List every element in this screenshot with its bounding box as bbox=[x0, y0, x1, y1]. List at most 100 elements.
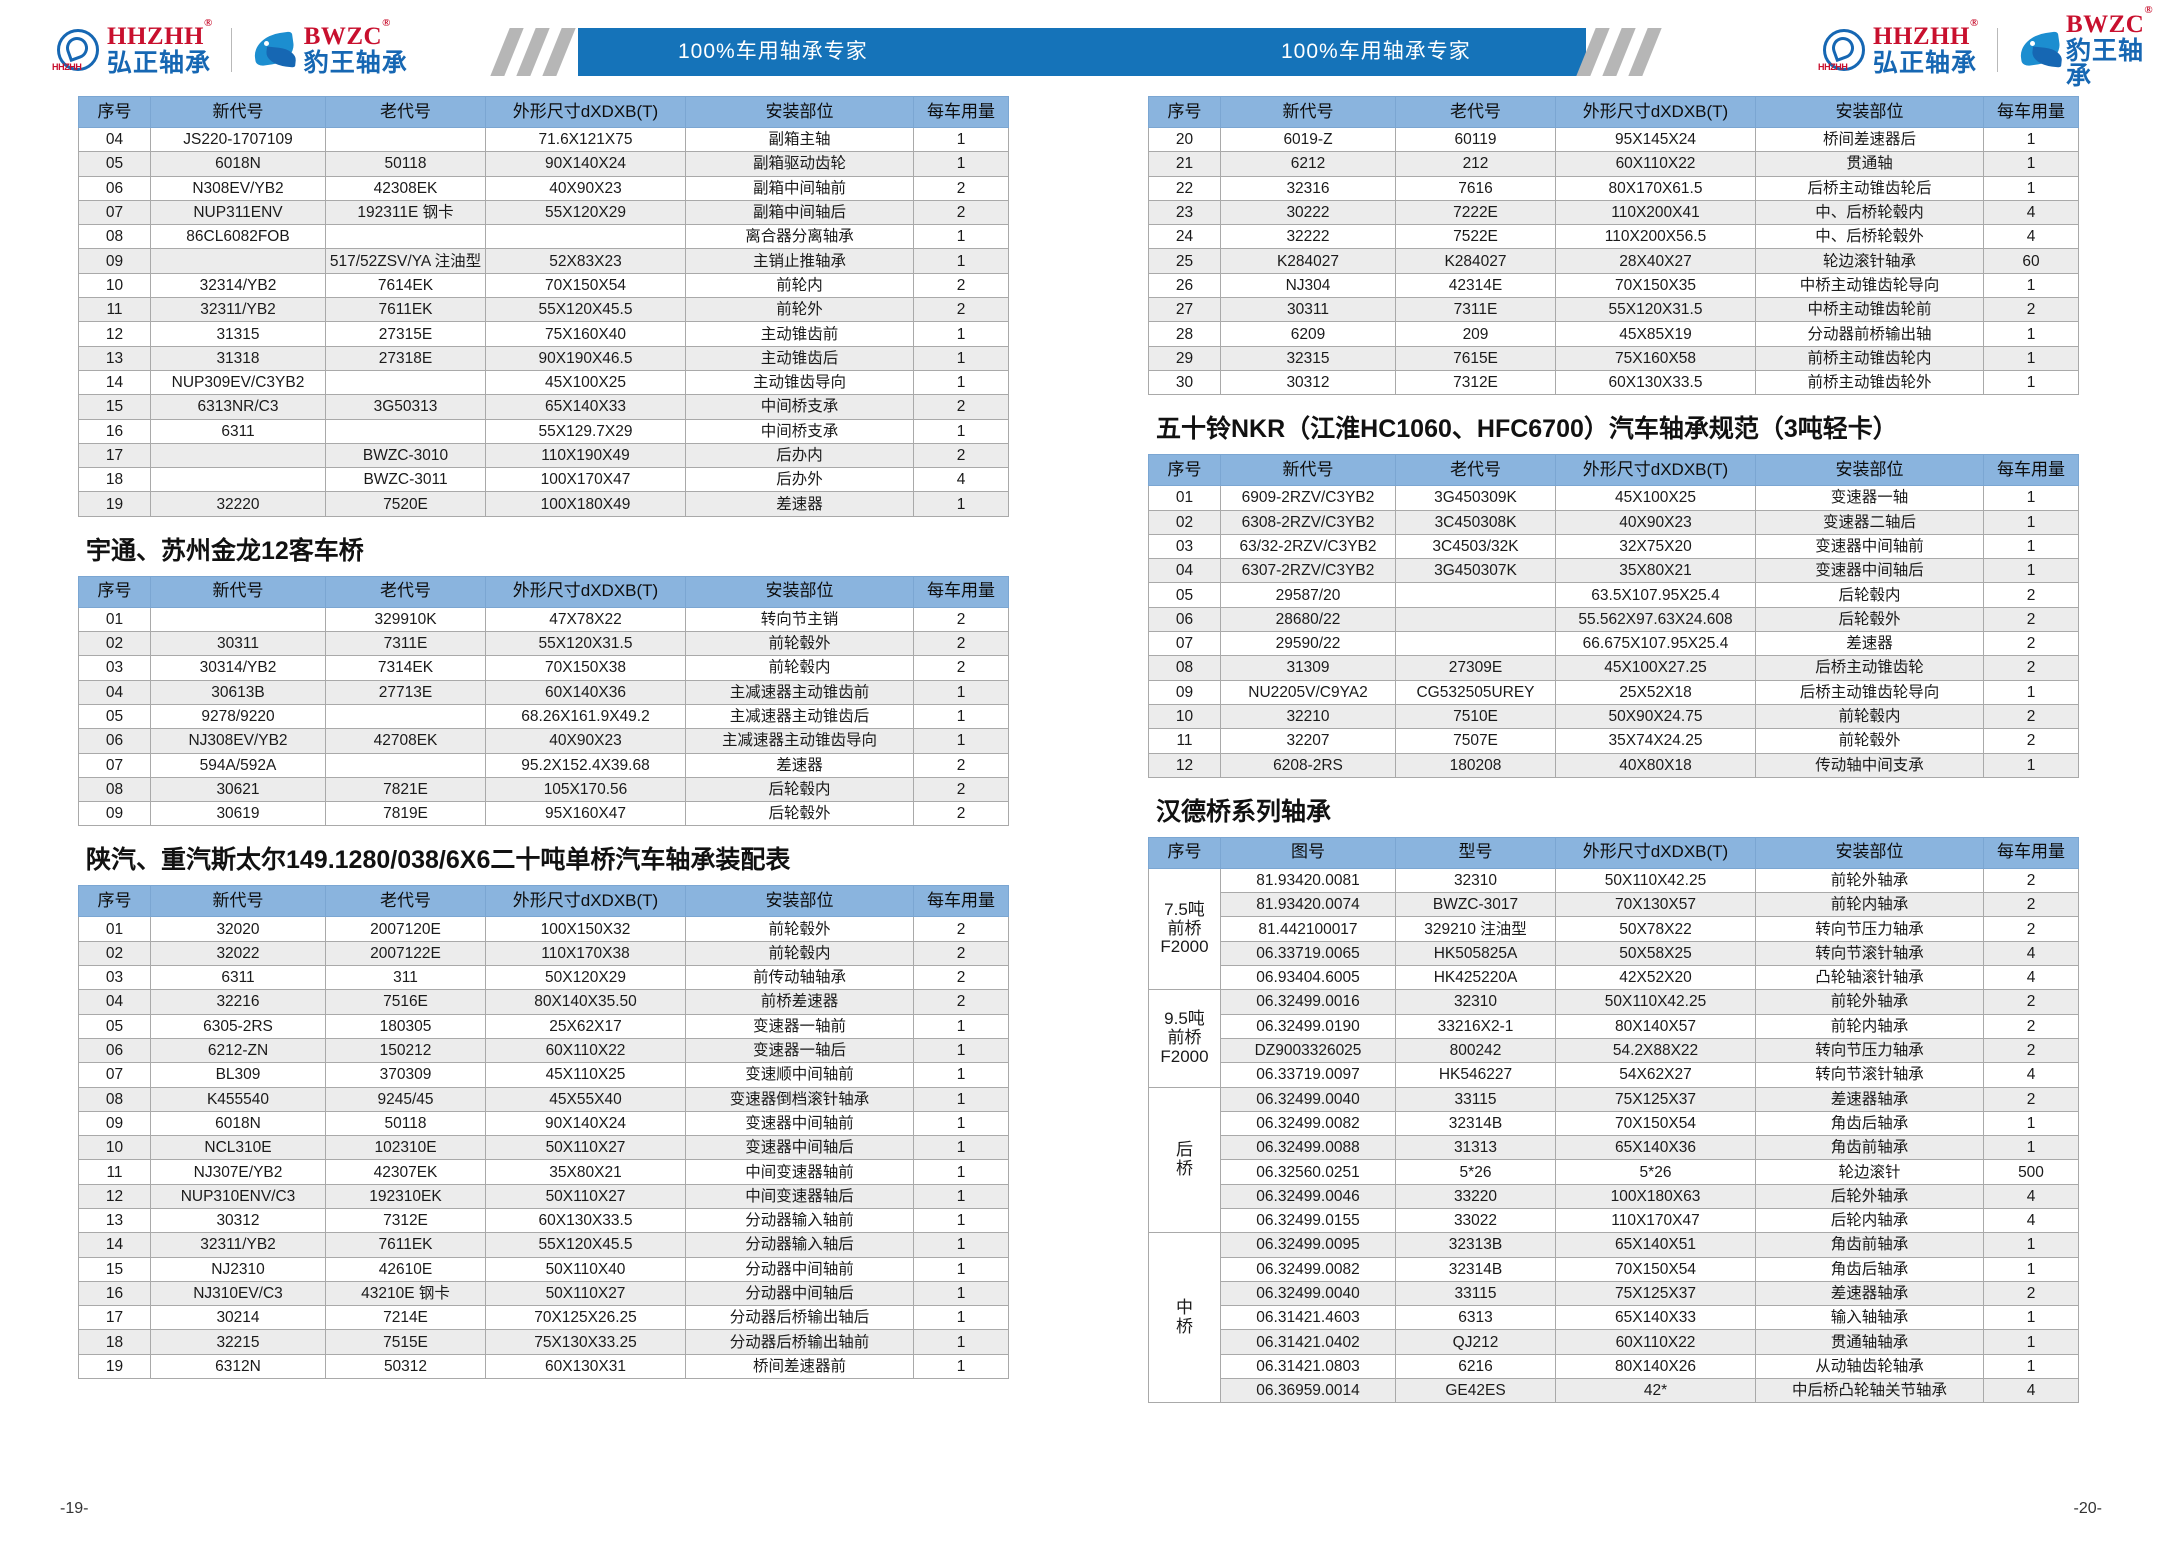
table-row: 18 BWZC-3011 100X170X47 后办外 4 bbox=[78, 467, 1009, 493]
col-header-old: 老代号 bbox=[325, 96, 486, 128]
col-header-dim: 外形尺寸dXDXB(T) bbox=[485, 575, 686, 608]
cell-position: 差速器轴承 bbox=[1755, 1086, 1984, 1112]
cell-dimension: 90X140X24 bbox=[485, 1110, 686, 1137]
col-header-no: 序号 bbox=[1148, 454, 1221, 487]
cell-quantity: 2 bbox=[1983, 728, 2079, 754]
cell-no: 04 bbox=[78, 679, 151, 705]
cell-dimension: 25X62X17 bbox=[485, 1013, 686, 1039]
cell-dimension: 75X125X37 bbox=[1555, 1280, 1756, 1307]
cell-quantity: 1 bbox=[913, 224, 1009, 250]
cell-quantity: 500 bbox=[1983, 1159, 2079, 1185]
cell-dimension: 75X130X33.25 bbox=[485, 1329, 686, 1355]
cell-new-code: NJ310EV/C3 bbox=[150, 1280, 326, 1307]
col-header-old: 老代号 bbox=[1395, 454, 1556, 487]
cell-no: 04 bbox=[78, 989, 151, 1015]
table-row: 11 32311/YB2 7611EK 55X120X45.5 前轮外 2 bbox=[78, 297, 1009, 323]
cell-old-code: 102310E bbox=[325, 1135, 486, 1161]
cell-no: 12 bbox=[78, 321, 151, 347]
cell-old-code bbox=[1395, 631, 1556, 657]
brand-bwzc-right: BWZC® 豹王轴承 bbox=[2016, 5, 2162, 89]
cell-no: 08 bbox=[78, 1086, 151, 1112]
table-row: 11 32207 7507E 35X74X24.25 前轮毂外 2 bbox=[1148, 728, 2079, 754]
cell-no: 17 bbox=[78, 1305, 151, 1331]
cell-dimension: 5*26 bbox=[1555, 1159, 1756, 1185]
cell-new-code: 6313NR/C3 bbox=[150, 394, 326, 420]
cell-dimension: 95X160X47 bbox=[485, 801, 686, 827]
section-title-t6: 汉德桥系列轴承 bbox=[1156, 797, 1332, 826]
cell-old-code: 370309 bbox=[325, 1062, 486, 1088]
cell-drawing-no: 06.32499.0095 bbox=[1220, 1232, 1396, 1258]
cell-new-code: NUP310ENV/C3 bbox=[150, 1183, 326, 1209]
cell-quantity: 4 bbox=[1983, 1062, 2079, 1088]
cell-new-code: NJ307E/YB2 bbox=[150, 1159, 326, 1185]
cell-no: 15 bbox=[78, 394, 151, 420]
cell-old-code: 27318E bbox=[325, 345, 486, 371]
table-row: 07 29590/22 66.675X107.95X25.4 差速器 2 bbox=[1148, 631, 2079, 657]
cell-position: 分动器输入轴前 bbox=[685, 1207, 914, 1234]
cell-quantity: 1 bbox=[1983, 1353, 2079, 1380]
cell-dimension: 42X52X20 bbox=[1555, 965, 1756, 991]
table-row: 03 30314/YB2 7314EK 70X150X38 前轮毂内 2 bbox=[78, 655, 1009, 681]
cell-model: BWZC-3017 bbox=[1395, 892, 1556, 918]
cell-position: 前轮内轴承 bbox=[1755, 1013, 1984, 1039]
cell-quantity: 2 bbox=[1983, 1086, 2079, 1112]
cell-old-code: 50312 bbox=[325, 1353, 486, 1380]
cell-new-code: N308EV/YB2 bbox=[150, 175, 326, 201]
hhzhh-mark-tag: HHZHH bbox=[52, 62, 82, 72]
table-row: 14 NUP309EV/C3YB2 45X100X25 主动锥齿导向 1 bbox=[78, 369, 1009, 396]
cell-old-code: 7510E bbox=[1395, 703, 1556, 730]
cell-quantity: 2 bbox=[913, 297, 1009, 323]
cell-no: 29 bbox=[1148, 345, 1221, 371]
cell-quantity: 1 bbox=[1983, 1329, 2079, 1355]
cell-model: 33115 bbox=[1395, 1086, 1556, 1112]
cell-no: 03 bbox=[78, 655, 151, 681]
cell-new-code: 86CL6082FOB bbox=[150, 224, 326, 250]
cell-dimension: 95X145X24 bbox=[1555, 126, 1756, 153]
section-title-t3: 陕汽、重汽斯太尔149.1280/038/6X6二十吨单桥汽车轴承装配表 bbox=[86, 846, 791, 875]
cell-old-code: 27309E bbox=[1395, 655, 1556, 681]
cell-old-code: 7312E bbox=[325, 1207, 486, 1234]
table-row: 12 NUP310ENV/C3 192310EK 50X110X27 中间变速器轴后 1 bbox=[78, 1183, 1009, 1209]
table-row: 09 6018N 50118 90X140X24 变速器中间轴前 1 bbox=[78, 1110, 1009, 1137]
cell-new-code: 6307-2RZV/C3YB2 bbox=[1220, 558, 1396, 584]
cell-quantity: 2 bbox=[1983, 582, 2079, 608]
cell-new-code: 32215 bbox=[150, 1329, 326, 1355]
table-row: 26 NJ304 42314E 70X150X35 中桥主动锥齿轮导向 1 bbox=[1148, 272, 2079, 299]
cell-no: 14 bbox=[78, 1232, 151, 1258]
cell-quantity: 2 bbox=[913, 199, 1009, 226]
cell-dimension: 55X129.7X29 bbox=[485, 418, 686, 444]
cell-no: 04 bbox=[1148, 558, 1221, 584]
table-row: 19 32220 7520E 100X180X49 差速器 1 bbox=[78, 491, 1009, 517]
cell-new-code: 32216 bbox=[150, 989, 326, 1015]
cell-no: 26 bbox=[1148, 272, 1221, 299]
slogan-left: 100%车用轴承专家 bbox=[678, 40, 868, 63]
table-row: 07 594A/592A 95.2X152.4X39.68 差速器 2 bbox=[78, 752, 1009, 778]
cell-quantity: 2 bbox=[1983, 1013, 2079, 1039]
cell-dimension: 65X140X51 bbox=[1555, 1232, 1756, 1258]
cell-position: 前轮外轴承 bbox=[1755, 867, 1984, 894]
table-row: 15 6313NR/C3 3G50313 65X140X33 中间桥支承 2 bbox=[78, 394, 1009, 420]
cell-no: 02 bbox=[1148, 509, 1221, 535]
cell-dimension: 80X140X35.50 bbox=[485, 989, 686, 1015]
section-title-t2: 宇通、苏州金龙12客车桥 bbox=[86, 536, 364, 565]
cell-quantity: 1 bbox=[913, 321, 1009, 347]
cell-new-code: K284027 bbox=[1220, 248, 1396, 274]
cell-old-code: 7611EK bbox=[325, 1232, 486, 1258]
cell-no: 01 bbox=[1148, 485, 1221, 511]
cell-old-code: K284027 bbox=[1395, 248, 1556, 274]
cell-new-code: NJ308EV/YB2 bbox=[150, 728, 326, 754]
cell-dimension: 110X190X49 bbox=[485, 442, 686, 469]
cell-drawing-no: DZ9003326025 bbox=[1220, 1037, 1396, 1064]
col-header-no: 序号 bbox=[1148, 836, 1221, 869]
cell-model: 329210 注油型 bbox=[1395, 916, 1556, 942]
cell-no: 10 bbox=[78, 1135, 151, 1161]
cell-dimension: 63.5X107.95X25.4 bbox=[1555, 582, 1756, 608]
cell-old-code bbox=[325, 418, 486, 444]
cell-no: 08 bbox=[1148, 655, 1221, 681]
cell-no: 08 bbox=[78, 224, 151, 250]
cell-position: 主动锥齿后 bbox=[685, 345, 914, 371]
cell-quantity: 2 bbox=[913, 175, 1009, 201]
cell-quantity: 1 bbox=[1983, 369, 2079, 396]
cell-quantity: 2 bbox=[1983, 703, 2079, 730]
cell-quantity: 4 bbox=[1983, 1207, 2079, 1234]
